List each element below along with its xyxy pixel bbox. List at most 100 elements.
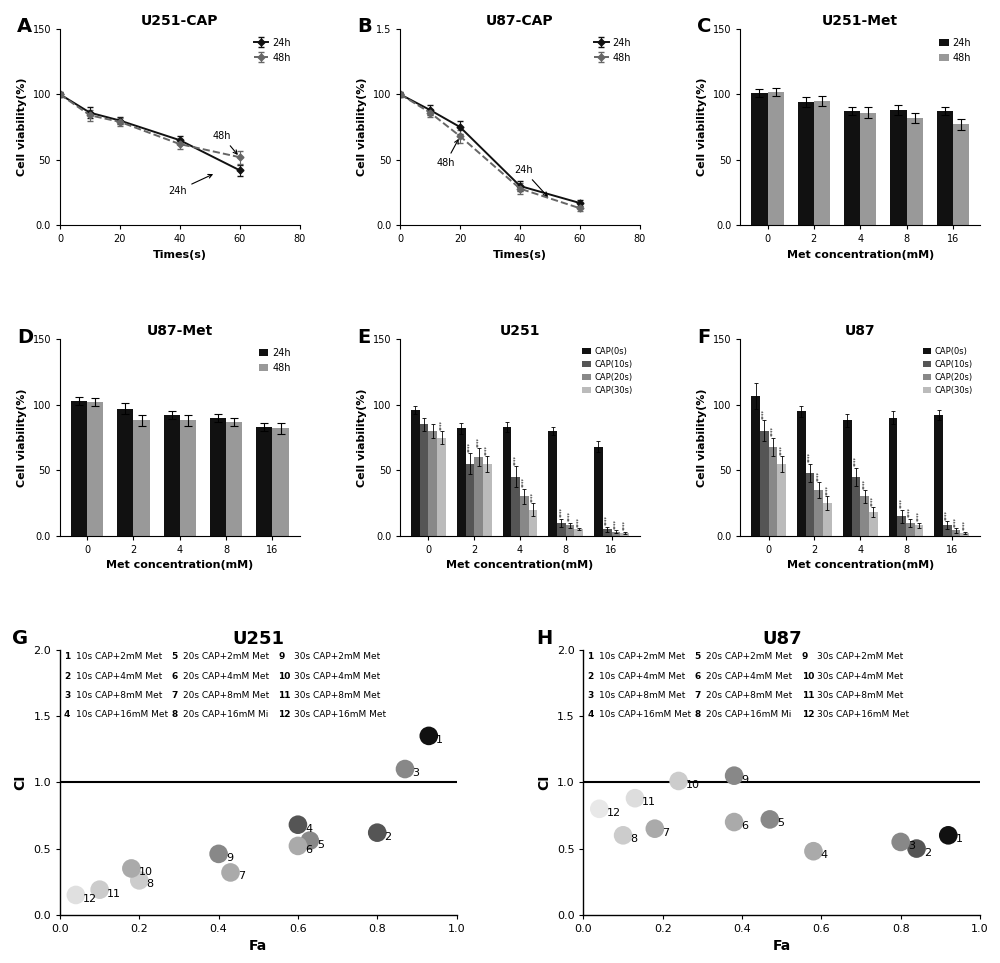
Text: 7: 7 [662,827,669,838]
Text: ****: **** [779,445,784,455]
Text: 20s CAP+8mM Met: 20s CAP+8mM Met [706,690,793,700]
Text: 4: 4 [305,823,312,834]
Text: 20s CAP+4mM Met: 20s CAP+4mM Met [706,671,793,681]
Legend: 24h, 48h: 24h, 48h [935,34,975,66]
Text: F: F [697,327,711,347]
Text: ****: **** [513,455,518,465]
Text: 24h: 24h [168,174,212,195]
Legend: CAP(0s), CAP(10s), CAP(20s), CAP(30s): CAP(0s), CAP(10s), CAP(20s), CAP(30s) [579,344,636,399]
Bar [769,447,777,535]
Text: 20s CAP+16mM Mi: 20s CAP+16mM Mi [183,710,268,719]
Text: B: B [357,17,372,36]
Text: 7: 7 [694,690,701,700]
Bar [943,525,952,535]
Text: 8: 8 [171,710,177,719]
Point [909,841,925,856]
Text: 48h: 48h [436,140,458,169]
Title: U87: U87 [845,325,876,338]
Text: 10s CAP+2mM Met: 10s CAP+2mM Met [76,652,162,662]
Text: 6: 6 [741,821,748,831]
Text: 20s CAP+16mM Mi: 20s CAP+16mM Mi [706,710,792,719]
Bar [511,477,520,535]
Bar [890,110,907,225]
Bar [87,403,103,535]
Legend: 24h, 48h: 24h, 48h [250,34,295,66]
Text: 9: 9 [278,652,284,662]
Bar [210,418,226,535]
Bar [457,429,466,535]
Text: 48h: 48h [213,131,237,154]
Text: ****: **** [485,445,490,455]
Point [223,865,239,880]
Point [397,762,413,777]
Point [290,838,306,853]
Point [92,882,108,898]
Bar [620,534,629,535]
Bar [889,418,897,535]
Bar [594,447,603,535]
Y-axis label: CI: CI [14,774,28,790]
Bar [180,421,196,535]
Text: 30s CAP+4mM Met: 30s CAP+4mM Met [294,671,380,681]
Text: ****: **** [962,520,967,531]
Bar [751,93,768,225]
Bar [860,496,869,535]
Text: ****: **** [622,520,627,531]
Point [302,833,318,848]
Bar [164,415,180,535]
Bar [603,529,612,535]
Bar [760,431,769,535]
Text: 5: 5 [777,819,784,828]
Text: 10s CAP+2mM Met: 10s CAP+2mM Met [599,652,686,662]
Text: 12: 12 [802,710,814,719]
Bar [906,523,915,535]
Text: ****: **** [771,427,776,436]
Bar [466,464,474,535]
Text: 30s CAP+16mM Met: 30s CAP+16mM Met [294,710,386,719]
Text: ****: **** [476,436,481,447]
Text: 1: 1 [955,834,962,845]
Point [131,872,147,888]
Text: 20s CAP+8mM Met: 20s CAP+8mM Met [183,690,269,700]
Bar [869,512,878,535]
Text: 12: 12 [278,710,291,719]
Bar [823,503,832,535]
Point [211,846,227,862]
Bar [934,415,943,535]
X-axis label: Met concentration(mM): Met concentration(mM) [446,560,594,570]
Bar [428,431,437,535]
Text: 11: 11 [642,797,656,807]
Bar [843,421,852,535]
Text: ****: **** [917,511,922,521]
Text: ****: **** [899,498,904,508]
Y-axis label: Cell viability(%): Cell viability(%) [697,388,707,486]
Text: 10s CAP+4mM Met: 10s CAP+4mM Met [76,671,162,681]
Text: ****: **** [522,478,527,487]
X-axis label: Times(s): Times(s) [153,249,207,260]
Text: 12: 12 [606,808,621,818]
Bar [71,401,87,535]
Text: 1: 1 [436,735,443,744]
Text: 20s CAP+4mM Met: 20s CAP+4mM Met [183,671,269,681]
Text: ****: **** [862,479,867,488]
Bar [420,425,428,535]
Title: U87-Met: U87-Met [147,325,213,338]
X-axis label: Met concentration(mM): Met concentration(mM) [106,560,253,570]
Text: 6: 6 [305,845,312,855]
Point [369,825,385,841]
Point [671,773,687,789]
Bar [226,422,242,535]
Point [68,887,84,902]
X-axis label: Met concentration(mM): Met concentration(mM) [787,249,934,260]
Text: 11: 11 [802,690,814,700]
Bar [860,113,876,225]
Text: ****: **** [908,508,913,517]
Point [805,844,821,859]
Bar [566,525,574,535]
Bar [612,532,620,535]
Point [123,861,139,876]
Text: ****: **** [945,510,950,520]
Point [591,801,607,817]
Text: 2: 2 [587,671,594,681]
Text: 2: 2 [384,832,392,842]
